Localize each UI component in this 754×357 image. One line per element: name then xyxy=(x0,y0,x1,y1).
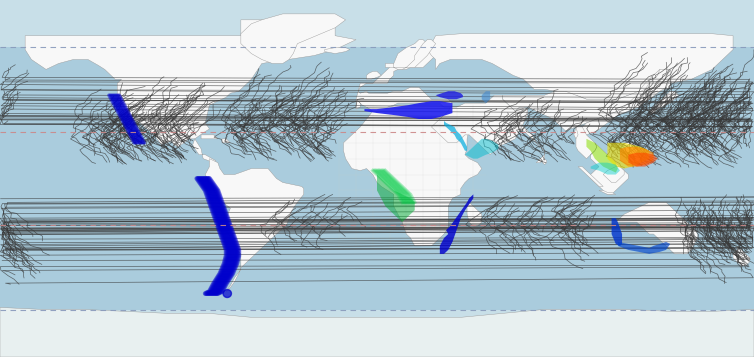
Polygon shape xyxy=(611,218,622,246)
Bar xyxy=(0,0,754,47)
Polygon shape xyxy=(222,139,231,143)
Polygon shape xyxy=(587,139,618,172)
Polygon shape xyxy=(356,40,452,109)
Polygon shape xyxy=(542,159,547,165)
Polygon shape xyxy=(624,143,641,163)
Polygon shape xyxy=(241,14,345,64)
Polygon shape xyxy=(515,107,544,163)
Polygon shape xyxy=(616,202,697,254)
Polygon shape xyxy=(608,143,649,169)
Polygon shape xyxy=(620,147,654,167)
Polygon shape xyxy=(590,163,620,175)
Polygon shape xyxy=(574,69,670,143)
Polygon shape xyxy=(603,167,624,182)
Polygon shape xyxy=(344,105,482,246)
Polygon shape xyxy=(444,121,467,151)
Polygon shape xyxy=(201,135,218,139)
Polygon shape xyxy=(733,246,749,266)
Polygon shape xyxy=(599,190,616,194)
Polygon shape xyxy=(428,34,733,99)
Polygon shape xyxy=(503,69,670,131)
Polygon shape xyxy=(364,101,452,119)
Polygon shape xyxy=(25,20,356,163)
Bar xyxy=(0,310,754,357)
Polygon shape xyxy=(465,139,498,159)
Polygon shape xyxy=(0,307,754,357)
Polygon shape xyxy=(385,40,436,69)
Bar xyxy=(0,333,754,357)
Polygon shape xyxy=(205,159,304,292)
Polygon shape xyxy=(482,91,490,103)
Polygon shape xyxy=(431,95,528,155)
Polygon shape xyxy=(576,127,628,194)
Polygon shape xyxy=(618,242,670,254)
Polygon shape xyxy=(377,175,415,222)
Polygon shape xyxy=(325,47,350,54)
Polygon shape xyxy=(578,167,603,186)
Polygon shape xyxy=(223,290,231,297)
Polygon shape xyxy=(366,71,382,79)
Polygon shape xyxy=(440,194,474,254)
Polygon shape xyxy=(628,153,657,167)
Polygon shape xyxy=(649,91,679,115)
Polygon shape xyxy=(436,91,463,99)
Polygon shape xyxy=(467,202,482,226)
